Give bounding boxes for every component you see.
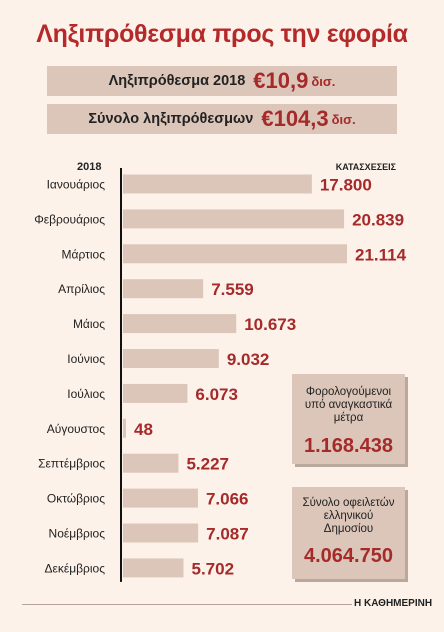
bar-7 [123,383,188,403]
bar-10 [123,488,198,508]
category-label-11: Νοέμβριος [49,527,106,541]
stat-arrears-2018-value: €10,9 [253,68,309,93]
bar-11 [123,523,199,543]
category-label-12: Δεκέμβριος [45,561,106,575]
side-box-debtors-value: 4.064.750 [304,545,393,567]
side-box-enforced: Φορολογούμενοι υπό αναγκαστικά μέτρα 1.1… [292,374,405,464]
data-label-8: 48 [134,420,153,439]
bar-1 [123,174,312,194]
bar-4 [123,279,204,299]
bar-6 [123,349,219,368]
column-header: ΚΑΤΑΣΧΕΣΕΙΣ [335,162,396,172]
year-label: 2018 [77,161,102,173]
bar-9 [123,453,179,473]
side-box-debtors: Σύνολο οφειλετών ελληνικού Δημοσίου 4.06… [292,487,405,579]
data-label-1: 17.800 [320,176,372,195]
category-label-5: Μάιος [73,317,105,331]
data-label-3: 21.114 [355,245,407,264]
category-label-10: Οκτώβριος [47,492,105,506]
category-label-3: Μάρτιος [62,247,106,261]
category-label-7: Ιούλιος [67,387,105,401]
data-label-7: 6.073 [195,385,238,404]
data-label-5: 10.673 [244,315,296,334]
data-label-6: 9.032 [227,350,270,369]
stat-arrears-2018-unit: δισ. [311,74,336,89]
chart-title: Ληξιπρόθεσμα προς την εφορία [36,20,408,48]
stat-total-arrears-unit: δισ. [331,112,356,127]
data-label-2: 20.839 [352,210,404,229]
side-box-debtors-label: Σύνολο οφειλετών ελληνικού Δημοσίου [302,497,395,535]
category-label-6: Ιούνιος [67,352,105,366]
bar-2 [123,209,345,229]
source-label: Η ΚΑΘΗΜΕΡΙΝΗ [354,598,433,609]
data-label-10: 7.066 [206,490,249,509]
side-box-enforced-label: Φορολογούμενοι υπό αναγκαστικά μέτρα [304,386,393,424]
bar-12 [123,558,184,578]
category-label-2: Φεβρουάριος [34,212,105,226]
category-label-9: Σεπτέμβριος [38,457,105,471]
data-label-9: 5.227 [186,455,229,474]
data-label-11: 7.087 [206,525,249,544]
data-label-4: 7.559 [211,280,254,299]
stat-arrears-2018-label: Ληξιπρόθεσμα 2018 [108,73,246,89]
footer-line [22,604,352,605]
stat-total-arrears-value: €104,3 [261,106,329,131]
category-label-4: Απρίλιος [58,282,105,296]
data-label-12: 5.702 [191,559,234,578]
category-label-8: Αύγουστος [47,422,105,436]
bar-5 [123,314,237,334]
stat-arrears-2018: Ληξιπρόθεσμα 2018 €10,9 δισ. [47,66,397,96]
category-label-1: Ιανουάριος [47,178,106,192]
bar-3 [123,244,347,264]
stat-total-arrears: Σύνολο ληξιπρόθεσμων €104,3 δισ. [47,104,397,134]
stat-total-arrears-label: Σύνολο ληξιπρόθεσμων [88,111,254,127]
bar-8 [123,418,126,438]
side-box-enforced-value: 1.168.438 [304,435,393,457]
